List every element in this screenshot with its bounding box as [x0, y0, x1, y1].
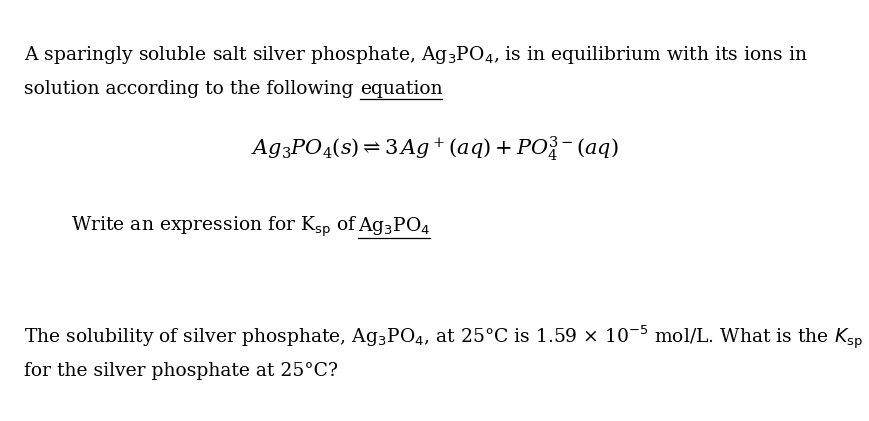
Text: Write an expression for K$_{\mathrm{sp}}$ of: Write an expression for K$_{\mathrm{sp}}…: [71, 215, 358, 239]
Text: A sparingly soluble salt silver phosphate, Ag$_3$PO$_4$, is in equilibrium with : A sparingly soluble salt silver phosphat…: [24, 44, 808, 66]
Text: $Ag_3PO_4(s) \rightleftharpoons 3\,Ag^+(aq) + PO_4^{3-}(aq)$: $Ag_3PO_4(s) \rightleftharpoons 3\,Ag^+(…: [250, 135, 619, 163]
Text: for the silver phosphate at 25°C?: for the silver phosphate at 25°C?: [24, 362, 338, 380]
Text: solution according to the following: solution according to the following: [24, 80, 360, 98]
Text: The solubility of silver phosphate, Ag$_3$PO$_4$, at 25°C is 1.59 × 10$^{-5}$ mo: The solubility of silver phosphate, Ag$_…: [24, 324, 863, 352]
Text: equation: equation: [360, 80, 442, 98]
Text: Ag$_3$PO$_4$: Ag$_3$PO$_4$: [358, 215, 430, 237]
